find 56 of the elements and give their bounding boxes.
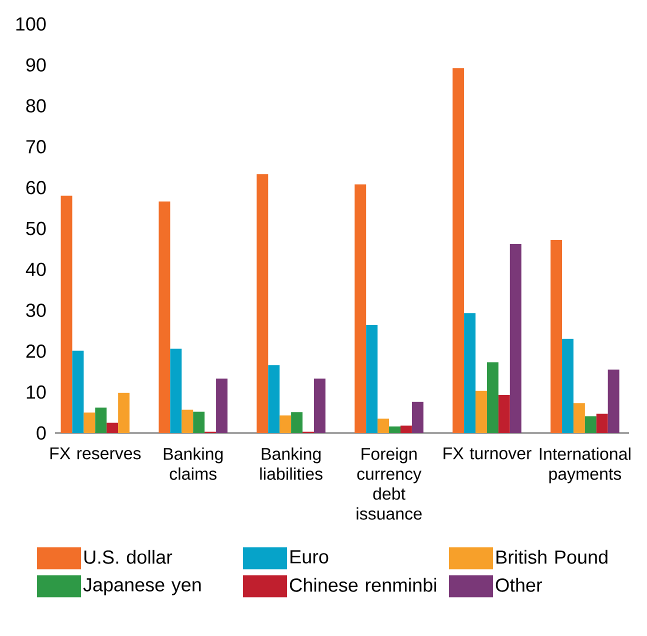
bar bbox=[216, 378, 228, 433]
bar bbox=[510, 244, 522, 433]
y-tick-label: 10 bbox=[26, 385, 46, 399]
bar bbox=[60, 196, 72, 433]
y-tick-label: 90 bbox=[26, 58, 46, 72]
legend-label: Japanese yen bbox=[83, 578, 201, 596]
x-tick-label: Foreign currency debt issuance bbox=[356, 448, 422, 520]
bar bbox=[280, 415, 292, 433]
bar bbox=[452, 68, 464, 433]
y-tick-label: 80 bbox=[26, 99, 46, 112]
bar bbox=[550, 240, 562, 433]
y-tick-label: 0 bbox=[36, 426, 46, 440]
bar bbox=[573, 403, 585, 433]
bar bbox=[182, 410, 194, 433]
bar bbox=[400, 426, 412, 433]
y-tick-label: 40 bbox=[26, 262, 46, 276]
legend-label: Other bbox=[496, 578, 542, 592]
bar bbox=[193, 412, 205, 433]
bar bbox=[84, 412, 96, 433]
bar bbox=[389, 426, 400, 433]
bar bbox=[72, 350, 84, 433]
bar bbox=[378, 418, 390, 433]
bar bbox=[486, 362, 498, 433]
legend-label: Chinese renminbi bbox=[290, 578, 436, 592]
x-tick-label: FX reserves bbox=[50, 448, 141, 460]
x-tick-label: Banking claims bbox=[164, 448, 223, 480]
bar bbox=[498, 394, 510, 433]
legend-label: Euro bbox=[290, 550, 328, 564]
bar bbox=[608, 370, 620, 433]
bar bbox=[256, 174, 268, 433]
bar bbox=[354, 184, 366, 433]
bar bbox=[476, 390, 487, 433]
bar bbox=[584, 416, 596, 433]
x-tick-label: FX turnover bbox=[444, 448, 532, 460]
y-tick-label: 20 bbox=[26, 344, 46, 358]
y-tick-label: 50 bbox=[26, 222, 46, 236]
bar bbox=[412, 402, 424, 433]
y-tick-label: 60 bbox=[26, 180, 46, 194]
x-tick-label: International payments bbox=[540, 448, 630, 484]
bar bbox=[268, 365, 280, 433]
x-tick-label: Banking liabilities bbox=[260, 448, 322, 480]
bar bbox=[170, 348, 182, 433]
bar bbox=[596, 414, 608, 433]
y-tick-label: 30 bbox=[26, 304, 46, 318]
bar bbox=[464, 313, 476, 433]
bar bbox=[366, 325, 378, 433]
bar bbox=[95, 408, 107, 433]
y-tick-label: 100 bbox=[16, 17, 46, 31]
y-tick-label: 70 bbox=[26, 140, 46, 154]
legend-label: British Pound bbox=[496, 550, 608, 564]
bar bbox=[291, 412, 303, 433]
bar bbox=[106, 422, 118, 433]
bar bbox=[314, 378, 326, 433]
bar bbox=[562, 338, 574, 433]
legend-label: U.S. dollar bbox=[84, 550, 172, 564]
bar bbox=[158, 202, 170, 433]
